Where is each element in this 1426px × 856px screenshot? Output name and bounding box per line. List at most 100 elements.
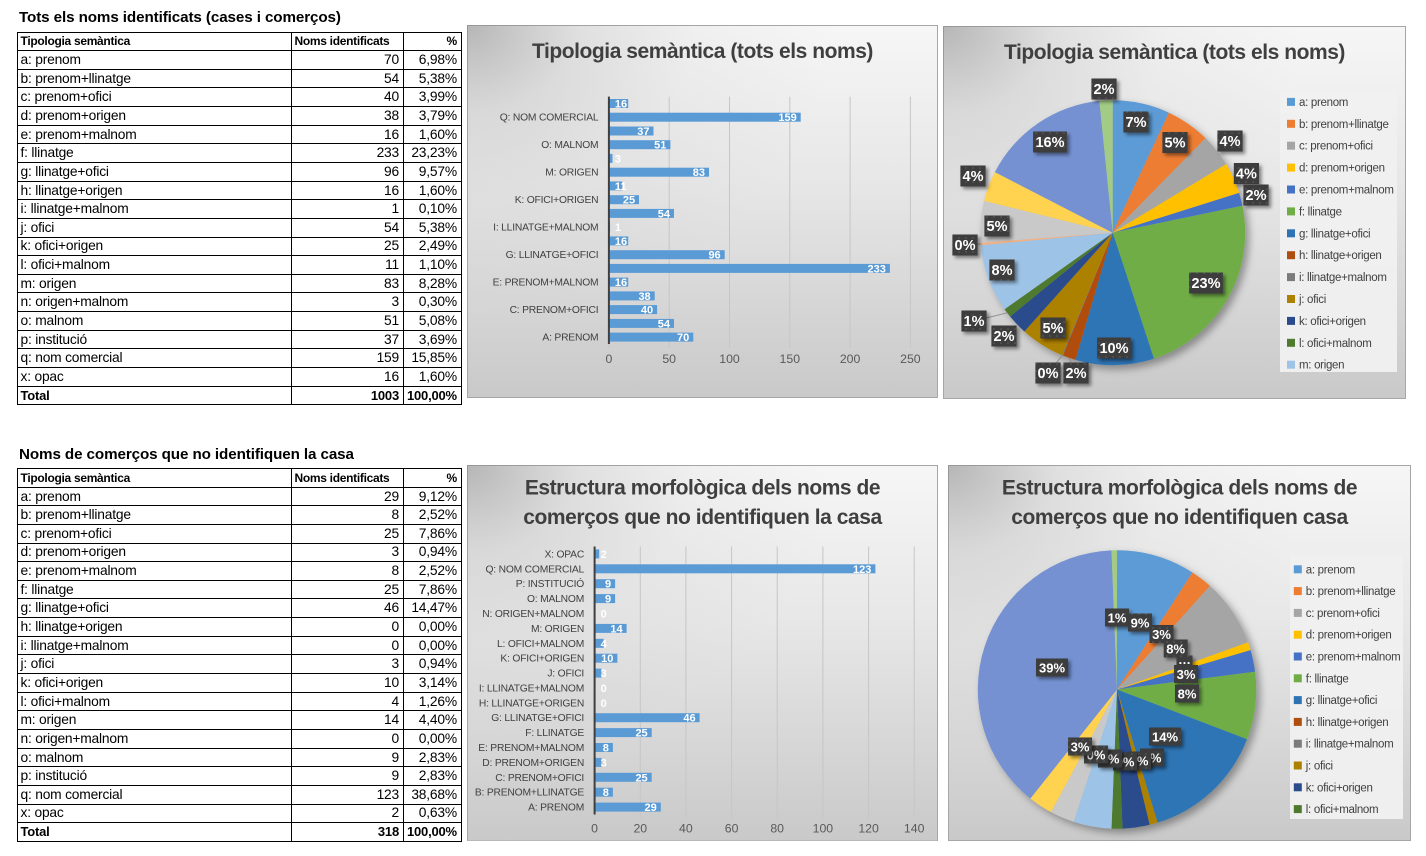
svg-text:83: 83 [692, 167, 704, 179]
svg-text:N: ORIGEN+MALNOM: N: ORIGEN+MALNOM [482, 609, 584, 620]
svg-text:7%: 7% [1126, 115, 1147, 131]
svg-text:j: ofici: j: ofici [1305, 760, 1333, 772]
svg-text:0: 0 [600, 682, 606, 694]
svg-text:14: 14 [610, 623, 623, 635]
svg-text:m: origen: m: origen [1299, 360, 1344, 372]
svg-text:159: 159 [778, 112, 796, 124]
svg-text:A: PRENOM: A: PRENOM [542, 333, 598, 344]
svg-text:Q: NOM COMERCIAL: Q: NOM COMERCIAL [499, 113, 598, 124]
svg-text:100: 100 [812, 821, 833, 835]
svg-text:G: LLINATGE+OFICI: G: LLINATGE+OFICI [505, 250, 598, 261]
svg-text:50: 50 [662, 352, 676, 366]
svg-text:233: 233 [867, 263, 885, 275]
svg-text:54: 54 [657, 208, 670, 220]
svg-text:8%: 8% [992, 263, 1013, 279]
svg-text:L: OFICI+MALNOM: L: OFICI+MALNOM [496, 638, 583, 649]
svg-text:A: PRENOM: A: PRENOM [528, 802, 584, 813]
svg-text:3: 3 [600, 668, 606, 680]
svg-text:E: PRENOM+MALNOM: E: PRENOM+MALNOM [492, 278, 598, 289]
svg-text:F: LLINATGE: F: LLINATGE [525, 728, 584, 739]
svg-text:I: LLINATGE+MALNOM: I: LLINATGE+MALNOM [478, 683, 583, 694]
svg-text:46: 46 [683, 712, 695, 724]
svg-text:M: ORIGEN: M: ORIGEN [530, 623, 583, 634]
svg-text:2%: 2% [994, 329, 1015, 345]
svg-text:h: llinatge+origen: h: llinatge+origen [1299, 250, 1382, 262]
svg-text:40: 40 [640, 305, 652, 317]
svg-text:l: ofici+malnom: l: ofici+malnom [1306, 804, 1379, 816]
svg-text:i: llinatge+malnom: i: llinatge+malnom [1299, 272, 1387, 284]
svg-text:g: llinatge+ofici: g: llinatge+ofici [1299, 228, 1370, 240]
svg-text:Estructura morfològica dels no: Estructura morfològica dels noms de [524, 476, 879, 499]
svg-text:k: ofici+origen: k: ofici+origen [1299, 316, 1366, 328]
svg-text:37: 37 [637, 126, 649, 138]
svg-text:0%: 0% [955, 238, 976, 254]
svg-text:K: OFICI+ORIGEN: K: OFICI+ORIGEN [500, 653, 584, 664]
svg-text:a: prenom: a: prenom [1306, 564, 1355, 576]
svg-text:comerços que no identifiquen c: comerços que no identifiquen casa [1011, 506, 1348, 529]
svg-text:60: 60 [724, 821, 738, 835]
svg-text:1%: 1% [1108, 610, 1127, 625]
svg-text:1%: 1% [964, 314, 985, 330]
svg-text:C: PRENOM+OFICI: C: PRENOM+OFICI [495, 772, 584, 783]
svg-text:Q: NOM COMERCIAL: Q: NOM COMERCIAL [485, 564, 584, 575]
svg-text:120: 120 [858, 821, 879, 835]
svg-text:1: 1 [614, 222, 620, 234]
svg-text:16: 16 [614, 236, 626, 248]
svg-text:4: 4 [600, 638, 607, 650]
svg-text:2%: 2% [1066, 366, 1087, 382]
svg-text:16: 16 [614, 277, 626, 289]
svg-text:16%: 16% [1035, 135, 1064, 151]
svg-text:0: 0 [591, 821, 598, 835]
svg-text:0: 0 [600, 608, 606, 620]
svg-text:123: 123 [853, 563, 871, 575]
svg-text:Tipologia semàntica (tots els: Tipologia semàntica (tots els noms) [532, 40, 873, 63]
svg-text:C: PRENOM+OFICI: C: PRENOM+OFICI [509, 305, 598, 316]
svg-text:23%: 23% [1191, 276, 1220, 292]
svg-text:…: … [1178, 652, 1191, 667]
svg-text:f: llinatge: f: llinatge [1299, 206, 1342, 218]
svg-text:80: 80 [770, 821, 784, 835]
svg-text:h: llinatge+origen: h: llinatge+origen [1306, 716, 1389, 728]
svg-text:c: prenom+ofici: c: prenom+ofici [1299, 141, 1373, 153]
svg-text:E: PRENOM+MALNOM: E: PRENOM+MALNOM [478, 743, 584, 754]
svg-text:0: 0 [605, 352, 612, 366]
svg-text:Tipologia semàntica (tots els: Tipologia semàntica (tots els noms) [1004, 41, 1345, 64]
svg-text:20: 20 [633, 821, 647, 835]
svg-text:38: 38 [638, 291, 650, 303]
svg-text:M: ORIGEN: M: ORIGEN [545, 168, 598, 179]
svg-text:8%: 8% [1166, 641, 1185, 656]
svg-text:4%: 4% [963, 169, 984, 185]
svg-text:100: 100 [719, 352, 740, 366]
svg-text:9: 9 [604, 578, 610, 590]
svg-text:51: 51 [654, 140, 666, 152]
svg-text:e: prenom+malnom: e: prenom+malnom [1299, 185, 1394, 197]
svg-text:10%: 10% [1099, 341, 1128, 357]
svg-text:5%: 5% [1043, 321, 1064, 337]
svg-text:k: ofici+origen: k: ofici+origen [1306, 782, 1373, 794]
svg-text:8: 8 [602, 742, 608, 754]
svg-text:3%: 3% [1071, 739, 1090, 754]
svg-text:0%: 0% [1038, 366, 1059, 382]
svg-text:4%: 4% [1236, 167, 1257, 183]
svg-text:J: OFICI: J: OFICI [547, 668, 584, 679]
svg-text:70: 70 [677, 332, 689, 344]
svg-text:11: 11 [614, 181, 626, 193]
svg-text:f: llinatge: f: llinatge [1306, 673, 1349, 685]
svg-text:P: INSTITUCIÓ: P: INSTITUCIÓ [515, 577, 584, 590]
svg-text:3%: 3% [1177, 667, 1196, 682]
svg-text:10: 10 [601, 653, 613, 665]
svg-text:9%: 9% [1131, 615, 1150, 630]
svg-text:54: 54 [657, 318, 670, 330]
svg-text:i: llinatge+malnom: i: llinatge+malnom [1306, 738, 1394, 750]
svg-text:2%: 2% [1246, 188, 1267, 204]
svg-text:H: LLINATGE+ORIGEN: H: LLINATGE+ORIGEN [478, 698, 583, 709]
svg-text:0: 0 [600, 697, 606, 709]
svg-text:96: 96 [708, 250, 720, 262]
svg-text:25: 25 [622, 195, 634, 207]
svg-text:j: ofici: j: ofici [1298, 294, 1326, 306]
svg-text:O: MALNOM: O: MALNOM [541, 140, 598, 151]
svg-text:2%: 2% [1094, 82, 1115, 98]
svg-text:d: prenom+origen: d: prenom+origen [1299, 163, 1385, 175]
svg-text:a: prenom: a: prenom [1299, 97, 1348, 109]
svg-text:e: prenom+malnom: e: prenom+malnom [1306, 651, 1401, 663]
